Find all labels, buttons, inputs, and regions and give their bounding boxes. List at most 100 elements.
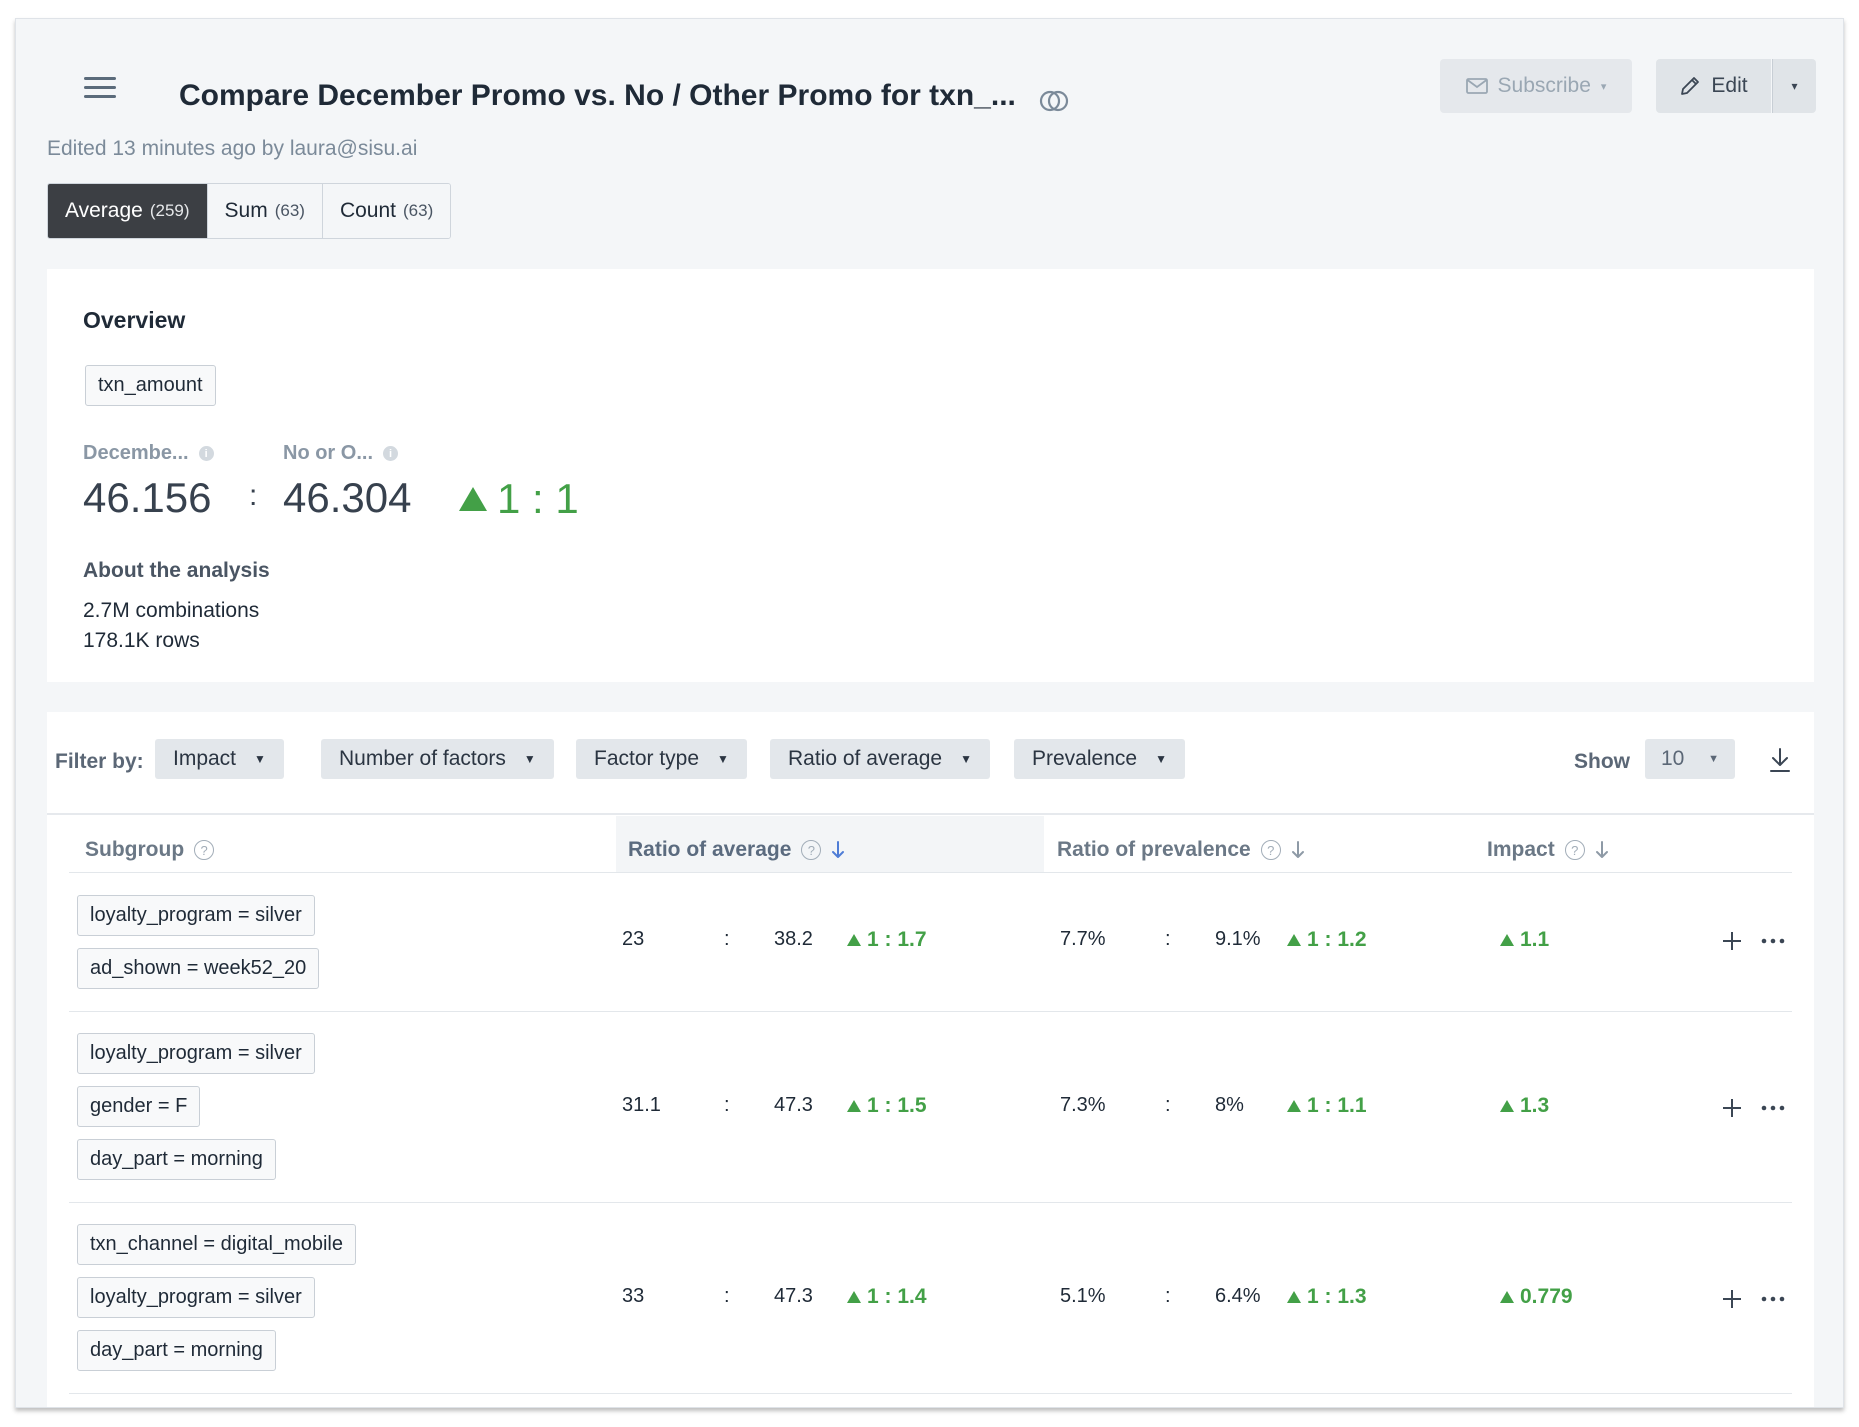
filter-prevalence-label: Prevalence: [1032, 747, 1138, 770]
impact: 0.779: [1500, 1285, 1573, 1309]
impact: 1.1: [1500, 928, 1549, 952]
table-row[interactable]: txn_channel = digital_mobile loyalty_pro…: [47, 1203, 1814, 1393]
overview-ratio: 1 : 1: [459, 475, 579, 523]
prev-ratio-value: 1 : 1.3: [1307, 1285, 1367, 1308]
factor-chip[interactable]: ad_shown = week52_20: [77, 948, 320, 989]
filter-factor-type-label: Factor type: [594, 747, 700, 770]
help-icon[interactable]: ?: [1564, 840, 1585, 860]
divider: [47, 813, 1814, 815]
more-options-icon[interactable]: [1759, 1096, 1787, 1120]
overlap-circles-icon[interactable]: [1039, 89, 1069, 113]
tab-sum[interactable]: Sum (63): [207, 184, 323, 238]
help-icon[interactable]: ?: [801, 840, 822, 860]
filter-prevalence[interactable]: Prevalence ▼: [1014, 739, 1185, 779]
group-a-name: Decembe...: [83, 442, 189, 464]
more-options-icon[interactable]: [1759, 1287, 1787, 1311]
factor-chip[interactable]: loyalty_program = silver: [77, 1033, 315, 1074]
divider: [69, 1202, 1792, 1203]
metric-chip: txn_amount: [85, 365, 216, 406]
sort-arrow-icon[interactable]: [1291, 840, 1305, 860]
filter-factor-type[interactable]: Factor type ▼: [576, 739, 747, 779]
factor-chip[interactable]: day_part = morning: [77, 1330, 276, 1371]
table-row[interactable]: loyalty_program = silver gender = F day_…: [47, 1012, 1814, 1202]
prev-ratio-value: 1 : 1.1: [1307, 1094, 1367, 1117]
filter-number-of-factors[interactable]: Number of factors ▼: [321, 739, 554, 779]
avg-a: 31.1: [622, 1094, 661, 1116]
triangle-up-icon: [847, 934, 861, 946]
results-panel: Filter by: Impact ▼ Number of factors ▼ …: [47, 712, 1814, 1407]
avg-ratio-value: 1 : 1.4: [867, 1285, 927, 1308]
avg-b: 47.3: [774, 1094, 813, 1116]
show-count-select[interactable]: 10 ▼: [1645, 739, 1735, 779]
subscribe-label: Subscribe: [1497, 74, 1591, 97]
divider: [69, 1011, 1792, 1012]
factor-chip[interactable]: txn_channel = digital_mobile: [77, 1224, 356, 1265]
column-header-ratio-of-prevalence[interactable]: Ratio of prevalence ?: [1057, 838, 1305, 862]
factor-chip[interactable]: day_part = morning: [77, 1139, 276, 1180]
avg-b: 47.3: [774, 1285, 813, 1307]
prev-ratio-value: 1 : 1.2: [1307, 928, 1367, 951]
add-icon[interactable]: [1720, 929, 1744, 953]
tab-count: (63): [403, 201, 434, 220]
triangle-up-icon: [459, 487, 487, 511]
separator: :: [1165, 928, 1171, 950]
hamburger-icon[interactable]: [84, 77, 116, 109]
filter-ratio-of-average-label: Ratio of average: [788, 747, 943, 770]
tab-count[interactable]: Count (63): [322, 184, 451, 238]
info-icon[interactable]: i: [383, 446, 398, 461]
subscribe-button[interactable]: Subscribe ▾: [1440, 59, 1632, 113]
combinations-count: 2.7M combinations: [83, 599, 260, 622]
triangle-up-icon: [1500, 934, 1514, 946]
filter-number-of-factors-label: Number of factors: [339, 747, 506, 770]
separator: :: [1165, 1094, 1171, 1116]
info-icon[interactable]: i: [198, 446, 214, 461]
column-label: Impact: [1487, 838, 1555, 861]
add-icon[interactable]: [1720, 1096, 1744, 1120]
separator: :: [724, 928, 730, 950]
sorted-column-highlight: [616, 816, 1044, 872]
triangle-up-icon: [1287, 934, 1301, 946]
tab-average[interactable]: Average (259): [48, 184, 208, 238]
help-icon[interactable]: ?: [194, 840, 215, 860]
prev-ratio: 1 : 1.3: [1287, 1285, 1367, 1309]
table-row[interactable]: loyalty_program = silver ad_shown = week…: [47, 873, 1814, 1011]
show-count-value: 10: [1661, 747, 1685, 770]
filter-impact[interactable]: Impact ▼: [155, 739, 284, 779]
add-icon[interactable]: [1720, 1287, 1744, 1311]
help-icon[interactable]: ?: [1260, 840, 1281, 860]
show-label: Show: [1574, 750, 1630, 773]
divider: [69, 872, 1792, 873]
factor-chip[interactable]: loyalty_program = silver: [77, 895, 315, 936]
filter-ratio-of-average[interactable]: Ratio of average ▼: [770, 739, 990, 779]
avg-ratio: 1 : 1.7: [847, 928, 927, 952]
edit-menu-button[interactable]: ▾: [1772, 59, 1816, 113]
triangle-up-icon: [847, 1100, 861, 1112]
impact-value: 0.779: [1520, 1285, 1573, 1308]
sort-arrow-icon[interactable]: [1595, 840, 1609, 860]
download-icon[interactable]: [1766, 745, 1794, 775]
tab-label: Sum: [224, 199, 268, 222]
more-options-icon[interactable]: [1759, 929, 1787, 953]
page-title: Compare December Promo vs. No / Other Pr…: [179, 79, 1016, 112]
divider: [69, 1393, 1792, 1394]
edit-button[interactable]: Edit: [1656, 59, 1771, 113]
prev-a: 7.3%: [1060, 1094, 1106, 1116]
sort-arrow-icon[interactable]: [831, 840, 845, 860]
rows-count: 178.1K rows: [83, 629, 200, 652]
factor-chip[interactable]: gender = F: [77, 1086, 201, 1127]
column-header-ratio-of-average[interactable]: Ratio of average ?: [628, 838, 845, 862]
separator: :: [1165, 1285, 1171, 1307]
column-header-subgroup: Subgroup ?: [85, 838, 215, 862]
overview-ratio-value: 1 : 1: [497, 475, 579, 522]
subgroup-factors: loyalty_program = silver gender = F day_…: [77, 1033, 315, 1192]
filter-impact-label: Impact: [173, 747, 237, 770]
envelope-icon: [1465, 78, 1488, 94]
prev-ratio: 1 : 1.1: [1287, 1094, 1367, 1118]
overview-title: Overview: [83, 307, 186, 333]
chevron-down-icon: ▼: [960, 752, 972, 766]
column-header-impact[interactable]: Impact ?: [1487, 838, 1609, 862]
prev-b: 8%: [1215, 1094, 1244, 1116]
factor-chip[interactable]: loyalty_program = silver: [77, 1277, 315, 1318]
triangle-up-icon: [1287, 1291, 1301, 1303]
subgroup-factors: txn_channel = digital_mobile loyalty_pro…: [77, 1224, 356, 1383]
